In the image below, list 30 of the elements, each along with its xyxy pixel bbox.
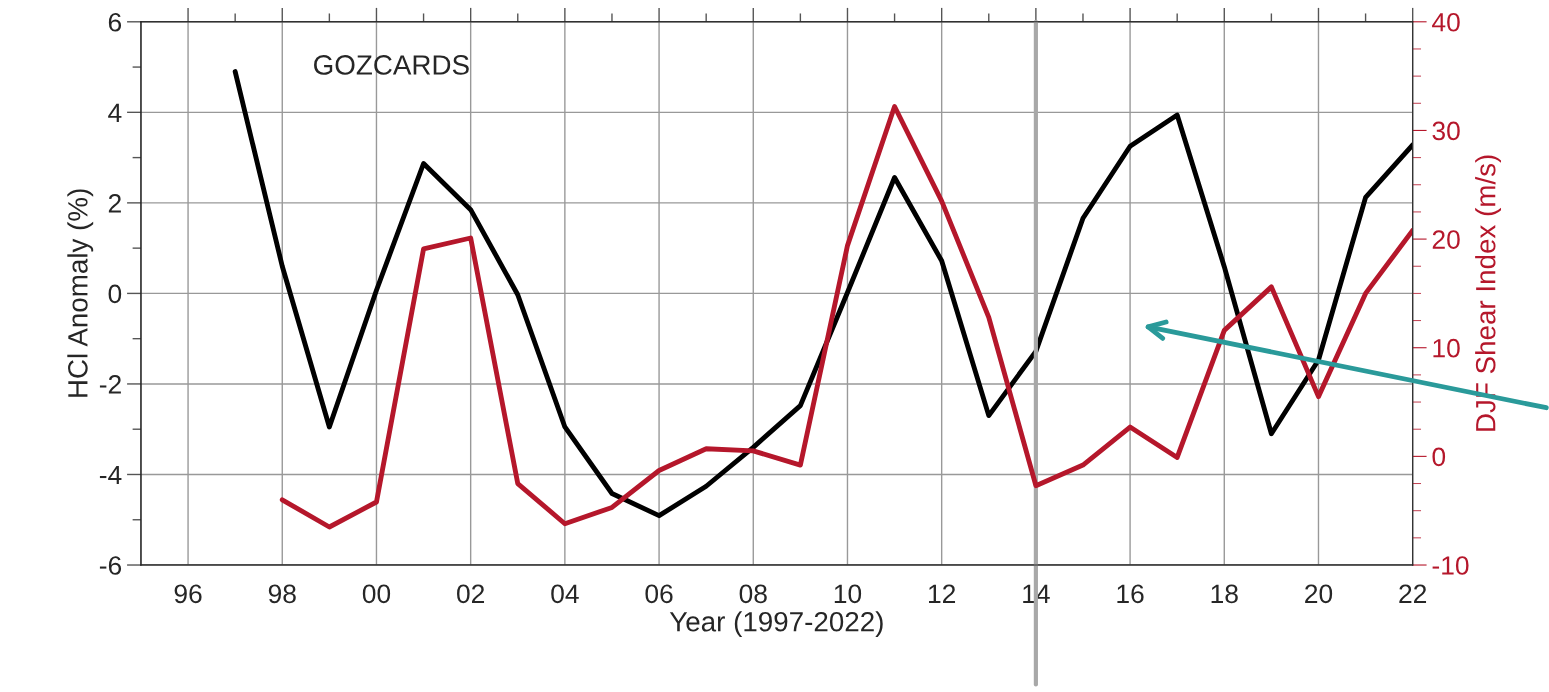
annotation: GOZCARDS <box>314 55 469 75</box>
y-tick-label: -2 <box>99 375 121 394</box>
y-tick-label: 2 <box>108 194 121 213</box>
x-tick-label: 06 <box>645 584 673 604</box>
y-tick-label: -6 <box>99 556 122 575</box>
x-tick-label: 00 <box>362 584 391 604</box>
y2-tick-label: 20 <box>1432 230 1460 249</box>
y-tick-label: -4 <box>99 465 122 485</box>
y2-tick-label: -10 <box>1432 556 1469 575</box>
x-tick-label: 12 <box>929 584 956 603</box>
x-tick-label: 02 <box>457 584 485 604</box>
x-tick-label: 04 <box>551 584 579 604</box>
x-axis-title: Year (1997-2022) <box>669 611 883 638</box>
y-tick-label: 6 <box>108 12 122 32</box>
y-tick-label: 0 <box>108 284 122 304</box>
y-axis-title: HCl Anomaly (%) <box>67 189 94 397</box>
y-tick-label: 4 <box>108 103 122 122</box>
x-tick-label: 96 <box>174 584 202 604</box>
y2-tick-label: 0 <box>1432 447 1446 467</box>
y2-tick-label: 30 <box>1432 121 1460 141</box>
x-tick-label: 20 <box>1305 584 1333 604</box>
x-tick-label: 10 <box>834 584 862 604</box>
x-tick-label: 22 <box>1399 584 1427 603</box>
y2-tick-label: 40 <box>1432 12 1460 32</box>
x-tick-label: 16 <box>1117 584 1144 604</box>
x-tick-label: 18 <box>1211 584 1238 604</box>
x-tick-label: 14 <box>1023 584 1050 603</box>
y2-tick-label: 10 <box>1433 338 1460 358</box>
x-tick-label: 08 <box>739 584 767 604</box>
x-tick-label: 98 <box>268 584 296 604</box>
